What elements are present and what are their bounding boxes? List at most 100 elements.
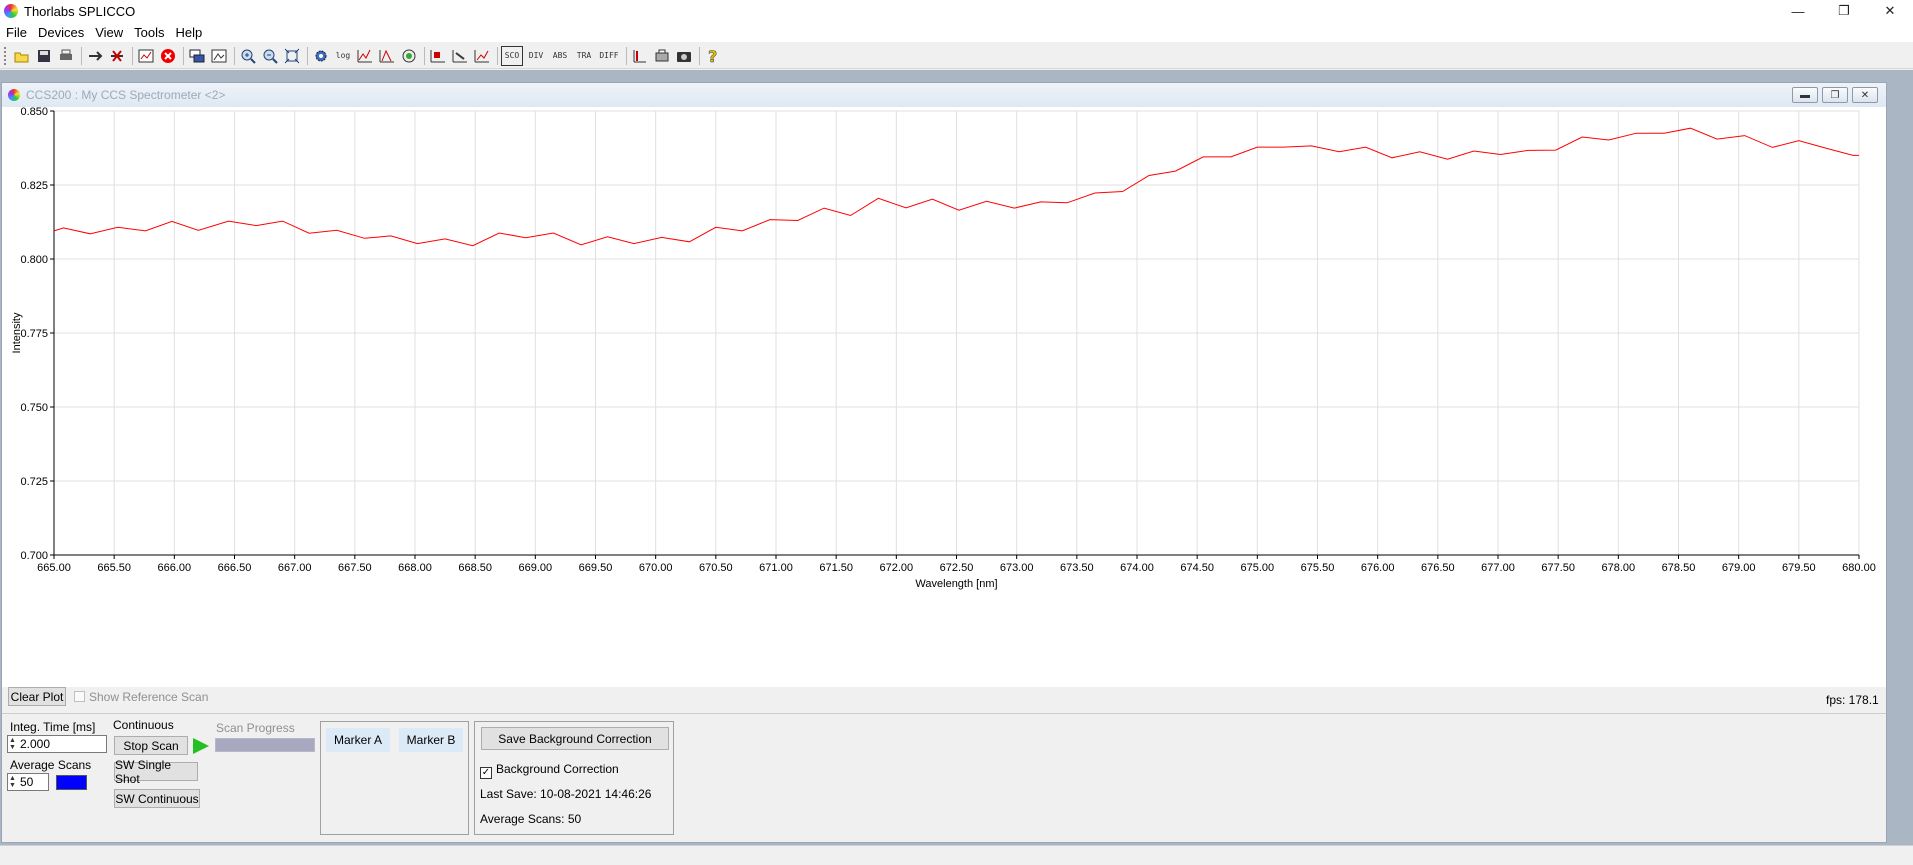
spectrometer-window: CCS200 : My CCS Spectrometer <2> ▬ ❐ ✕ 6… xyxy=(1,82,1887,843)
child-close-button[interactable]: ✕ xyxy=(1852,87,1878,103)
triangle-icon[interactable] xyxy=(377,46,397,66)
connect-icon[interactable] xyxy=(85,46,105,66)
zoom-in-icon[interactable] xyxy=(238,46,258,66)
menu-devices[interactable]: Devices xyxy=(37,24,85,40)
menu-file[interactable]: File xyxy=(6,24,27,40)
x-tick-label: 668.00 xyxy=(398,562,432,574)
zoom-fit-icon[interactable] xyxy=(282,46,302,66)
menu-help[interactable]: Help xyxy=(175,24,203,40)
clear-plot-button[interactable]: Clear Plot xyxy=(8,687,66,706)
average-scans-value: 50 xyxy=(20,775,34,789)
menu-bar: File Devices View Tools Help xyxy=(0,22,1913,42)
last-save-label: Last Save: 10-08-2021 14:46:26 xyxy=(480,787,652,801)
chart-b-icon[interactable] xyxy=(450,46,470,66)
child-restore-button[interactable]: ❐ xyxy=(1822,87,1848,103)
mode-sco-button[interactable]: SCO xyxy=(501,45,523,66)
log-icon[interactable]: log xyxy=(335,51,351,60)
peak-icon[interactable] xyxy=(355,46,375,66)
play-icon[interactable] xyxy=(193,738,209,754)
x-tick-label: 672.50 xyxy=(940,562,974,574)
x-tick-label: 668.50 xyxy=(458,562,492,574)
minimize-button[interactable]: — xyxy=(1791,3,1805,19)
integ-time-input[interactable]: ▲ ▼ 2.000 xyxy=(7,735,107,753)
save-icon[interactable] xyxy=(34,46,54,66)
x-tick-label: 675.00 xyxy=(1241,562,1275,574)
stop-icon[interactable] xyxy=(158,46,178,66)
close-button[interactable]: ✕ xyxy=(1884,3,1896,18)
y-tick-label: 0.750 xyxy=(20,402,48,414)
scan-progress-label: Scan Progress xyxy=(216,721,295,735)
x-tick-label: 680.00 xyxy=(1842,562,1876,574)
camera-icon[interactable] xyxy=(674,46,694,66)
x-tick-label: 674.00 xyxy=(1120,562,1154,574)
color-icon[interactable] xyxy=(399,46,419,66)
toolbar: log SCO DIV ABS TRA DIFF ? xyxy=(0,43,1913,69)
print-icon[interactable] xyxy=(56,46,76,66)
x-tick-label: 677.00 xyxy=(1481,562,1515,574)
y-tick-label: 0.725 xyxy=(20,476,48,488)
y-tick-label: 0.700 xyxy=(20,550,48,562)
plot-icon[interactable] xyxy=(136,46,156,66)
background-correction-checkbox[interactable]: ✓ Background Correction xyxy=(480,762,619,779)
fps-readout: fps: 178.1 xyxy=(1826,693,1879,707)
print-preview-icon[interactable] xyxy=(652,46,672,66)
background-group xyxy=(474,721,674,835)
x-tick-label: 679.00 xyxy=(1722,562,1756,574)
mode-tra-button[interactable]: TRA xyxy=(576,51,592,60)
stop-scan-button[interactable]: Stop Scan xyxy=(114,736,188,755)
chart-a-icon[interactable] xyxy=(428,46,448,66)
chart-c-icon[interactable] xyxy=(472,46,492,66)
average-scans-label: Average Scans xyxy=(10,758,92,772)
open-icon[interactable] xyxy=(12,46,32,66)
show-reference-label: Show Reference Scan xyxy=(89,690,209,704)
restore-button[interactable]: ❐ xyxy=(1838,3,1850,18)
sw-continuous-button[interactable]: SW Continuous xyxy=(114,789,200,808)
export-icon[interactable] xyxy=(209,46,229,66)
integ-time-label: Integ. Time [ms] xyxy=(10,720,96,734)
marker-a-button[interactable]: Marker A xyxy=(326,728,390,752)
x-tick-label: 676.50 xyxy=(1421,562,1455,574)
status-bar xyxy=(0,845,1913,865)
x-tick-label: 670.00 xyxy=(639,562,673,574)
x-tick-label: 674.50 xyxy=(1180,562,1214,574)
child-minimize-button[interactable]: ▬ xyxy=(1792,87,1818,103)
color-swatch[interactable] xyxy=(56,775,87,790)
settings-icon[interactable] xyxy=(311,46,331,66)
scan-progress-bar xyxy=(215,738,315,752)
x-tick-label: 669.50 xyxy=(579,562,613,574)
menu-view[interactable]: View xyxy=(95,24,124,40)
y-tick-label: 0.775 xyxy=(20,328,48,340)
zoom-out-icon[interactable] xyxy=(260,46,280,66)
save-background-button[interactable]: Save Background Correction xyxy=(481,727,669,750)
marker-icon[interactable] xyxy=(630,46,650,66)
toolbar-grip[interactable] xyxy=(4,46,8,65)
x-tick-label: 667.00 xyxy=(278,562,312,574)
mode-div-button[interactable]: DIV xyxy=(528,51,544,60)
cascade-icon[interactable] xyxy=(187,46,207,66)
average-scans-input[interactable]: ▲ ▼ 50 xyxy=(7,773,49,791)
child-title: CCS200 : My CCS Spectrometer <2> xyxy=(26,88,226,102)
average-scans-spin-icon[interactable]: ▲ ▼ xyxy=(9,775,16,789)
x-tick-label: 665.50 xyxy=(97,562,131,574)
disconnect-icon[interactable] xyxy=(107,46,127,66)
spectrum-chart[interactable]: 665.00 665.50 666.00 666.50 667.00 667.50 668.… xyxy=(2,107,1886,687)
y-axis-label: Intensity xyxy=(11,312,23,353)
menu-tools[interactable]: Tools xyxy=(134,24,165,40)
sw-single-shot-button[interactable]: SW Single Shot xyxy=(114,758,198,786)
integ-time-spin-icon[interactable]: ▲ ▼ xyxy=(9,737,16,751)
background-correction-label: Background Correction xyxy=(496,762,619,776)
x-tick-label: 666.00 xyxy=(158,562,192,574)
x-tick-label: 665.00 xyxy=(37,562,71,574)
x-tick-label: 678.50 xyxy=(1662,562,1696,574)
help-icon[interactable]: ? xyxy=(703,46,723,66)
bg-average-scans-label: Average Scans: 50 xyxy=(480,812,582,826)
marker-group xyxy=(320,721,469,835)
chart-area[interactable]: 665.00 665.50 666.00 666.50 667.00 667.50 668.… xyxy=(2,107,1886,687)
x-tick-label: 677.50 xyxy=(1541,562,1575,574)
y-tick-label: 0.800 xyxy=(20,254,48,266)
show-reference-checkbox[interactable]: Show Reference Scan xyxy=(74,690,208,704)
mode-abs-button[interactable]: ABS xyxy=(552,51,568,60)
marker-b-button[interactable]: Marker B xyxy=(399,728,463,752)
x-tick-label: 673.50 xyxy=(1060,562,1094,574)
mode-diff-button[interactable]: DIFF xyxy=(599,51,619,60)
